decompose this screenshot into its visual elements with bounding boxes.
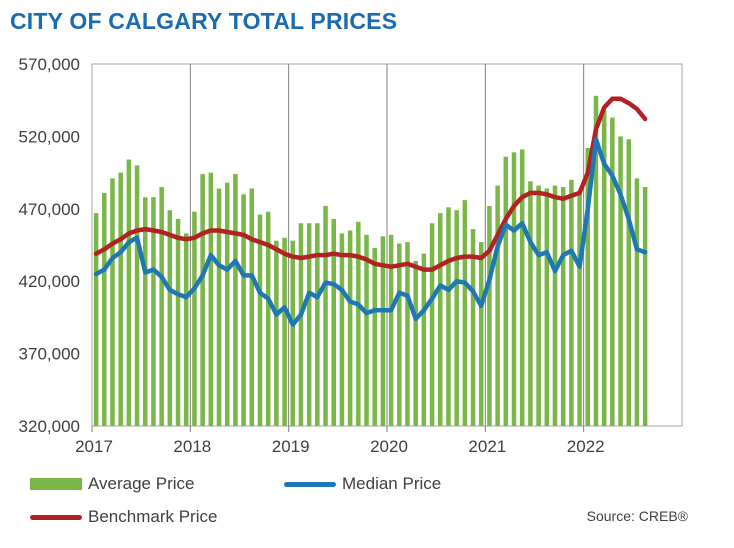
y-tick-label: 320,000	[19, 417, 80, 436]
average-price-bar	[380, 236, 386, 426]
average-price-bar	[175, 218, 181, 426]
average-price-bar	[306, 223, 312, 426]
legend-label-median: Median Price	[342, 474, 442, 493]
x-axis-ticks: 2017 2018 2019 2020 2021 2022	[75, 426, 605, 456]
average-price-bars	[93, 95, 648, 427]
average-price-bar	[118, 172, 123, 426]
average-price-bar	[503, 156, 509, 426]
y-tick-label: 570,000	[19, 55, 80, 74]
average-price-bar	[397, 243, 402, 426]
average-price-bar	[544, 188, 550, 426]
legend-benchmark-price: Benchmark Price	[30, 507, 217, 527]
average-price-bar	[519, 149, 525, 426]
y-tick-label: 420,000	[19, 272, 80, 291]
legend-label-benchmark: Benchmark Price	[88, 507, 218, 526]
average-price-bar	[274, 240, 279, 426]
average-price-bar	[487, 205, 492, 426]
average-price-bar	[167, 210, 173, 426]
average-price-bar	[593, 95, 599, 426]
average-price-bar	[183, 233, 189, 426]
legend-swatch-average	[30, 478, 82, 490]
average-price-bar	[143, 197, 148, 426]
average-price-bar	[405, 242, 410, 426]
average-price-bar	[421, 253, 427, 426]
average-price-bar	[323, 205, 328, 426]
average-price-bar	[102, 192, 107, 426]
average-price-bar	[429, 223, 435, 426]
average-price-bar	[552, 185, 558, 426]
average-price-bar	[495, 185, 500, 426]
average-price-bar	[626, 139, 631, 426]
average-price-bar	[315, 223, 320, 426]
x-tick-label: 2017	[75, 437, 113, 456]
average-price-bar	[642, 187, 648, 426]
average-price-bar	[585, 147, 591, 426]
average-price-bar	[569, 179, 574, 426]
y-tick-label: 470,000	[19, 200, 80, 219]
average-price-bar	[282, 237, 287, 426]
average-price-bar	[126, 159, 132, 426]
average-price-bar	[257, 214, 263, 426]
average-price-bar	[478, 242, 484, 426]
average-price-bar	[233, 174, 238, 426]
x-tick-label: 2022	[567, 437, 605, 456]
benchmark-price-line	[93, 96, 648, 272]
average-price-bar	[413, 260, 418, 426]
average-price-bar	[446, 207, 451, 426]
source-note: Source: CREB®	[586, 508, 688, 524]
x-tick-label: 2021	[468, 437, 506, 456]
average-price-bar	[438, 213, 443, 426]
average-price-bar	[560, 187, 566, 426]
average-price-bar	[364, 234, 369, 426]
average-price-bar	[208, 172, 214, 426]
average-price-bar	[339, 233, 345, 426]
average-price-bar	[241, 194, 246, 426]
average-price-bar	[192, 211, 197, 426]
legend-swatch-median	[284, 481, 336, 487]
average-price-bar	[634, 178, 640, 426]
average-price-bar	[159, 187, 164, 426]
average-price-bar	[224, 182, 230, 426]
legend-swatch-benchmark	[30, 514, 82, 520]
average-price-bar	[511, 152, 517, 426]
average-price-bar	[93, 213, 99, 426]
average-price-bar	[462, 200, 468, 426]
average-price-bar	[151, 197, 156, 426]
average-price-bar	[331, 218, 336, 426]
average-price-bar	[298, 223, 304, 426]
average-price-bar	[454, 210, 459, 426]
x-tick-label: 2020	[370, 437, 408, 456]
average-price-bar	[347, 230, 353, 426]
price-lines	[93, 96, 648, 327]
legend-median-price: Median Price	[284, 474, 441, 494]
legend-average-price: Average Price	[30, 474, 194, 494]
average-price-bar	[577, 191, 582, 426]
average-price-bar	[249, 188, 255, 426]
y-tick-label: 520,000	[19, 127, 80, 146]
average-price-bar	[618, 136, 623, 426]
average-price-bar	[134, 165, 140, 427]
y-axis-ticks: 570,000 520,000 470,000 420,000 370,000 320,0…	[19, 55, 80, 436]
average-price-bar	[528, 181, 533, 426]
y-tick-label: 370,000	[19, 345, 80, 364]
average-price-bar	[200, 174, 205, 426]
average-price-bar	[265, 211, 271, 426]
x-tick-label: 2018	[173, 437, 211, 456]
average-price-bar	[601, 110, 607, 426]
chart-title: CITY OF CALGARY TOTAL PRICES	[10, 8, 398, 34]
average-price-bar	[610, 117, 615, 427]
average-price-bar	[470, 229, 476, 426]
average-price-bar	[536, 185, 541, 426]
average-price-bar	[388, 234, 394, 426]
average-price-bar	[216, 188, 222, 426]
average-price-bar	[372, 247, 377, 426]
average-price-bar	[110, 178, 115, 426]
x-tick-label: 2019	[272, 437, 310, 456]
median-price-line	[93, 137, 648, 327]
average-price-bar	[356, 221, 361, 426]
legend-label-average: Average Price	[88, 474, 195, 493]
average-price-bar	[290, 240, 296, 426]
